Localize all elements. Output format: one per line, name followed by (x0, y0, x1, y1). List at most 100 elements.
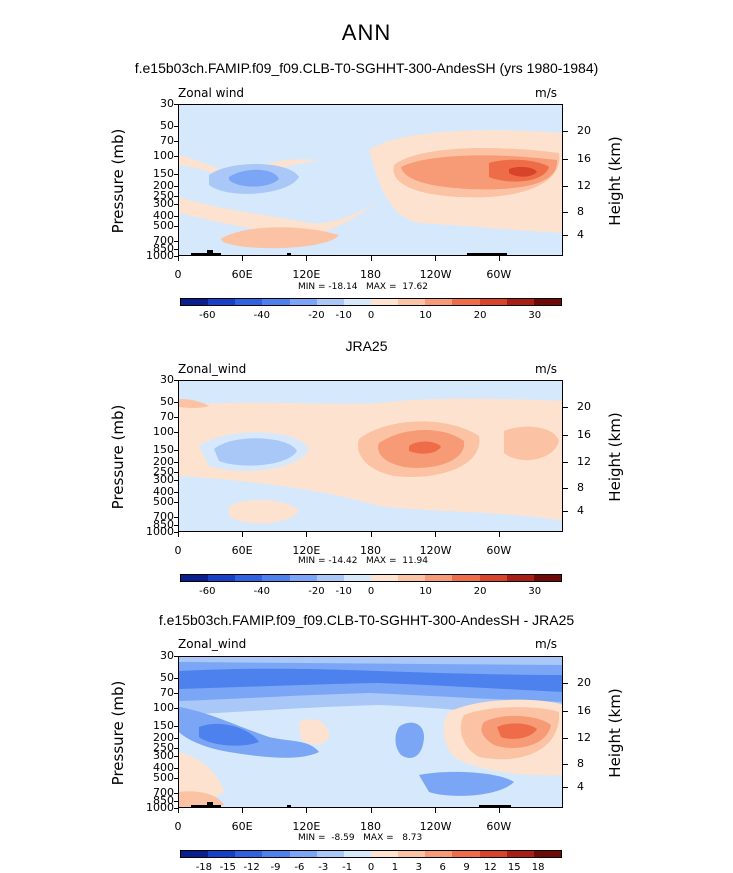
panel-1-height-tick-label: 16 (577, 151, 591, 165)
panel-1-pressure-tick (174, 216, 178, 218)
panel-2-colorbar-label: 20 (473, 586, 487, 597)
colorbar-swatch (208, 575, 236, 581)
panel-3-colorbar-label: 1 (391, 862, 399, 873)
colorbar-swatch (533, 575, 561, 581)
colorbar-swatch (316, 851, 344, 857)
panel-1-pressure-tick (174, 156, 178, 158)
panel-1-pressure-tick-label: 30 (160, 97, 174, 110)
panel-3-pressure-tick (174, 708, 178, 710)
panel-2-lon-tick (178, 532, 179, 537)
colorbar-swatch (181, 299, 209, 305)
colorbar-swatch (506, 299, 534, 305)
panel-3-pressure-tick (174, 725, 178, 727)
panel-2-field-pos6 (229, 499, 299, 524)
panel-1-lon-tick-label: 120E (292, 268, 321, 281)
panel-2-pressure-tick (174, 501, 178, 503)
panel-1-topography (191, 253, 221, 255)
panel-3-pressure-tick (174, 692, 178, 694)
panel-3-lon-tick (498, 808, 500, 813)
panel-3-lon-tick (434, 808, 436, 813)
panel-2-height-tick (563, 407, 568, 409)
colorbar-swatch (316, 299, 344, 305)
panel-3-min-max: MIN = -8.59 MAX = 8.73 (298, 833, 423, 843)
panel-3-pressure-tick (174, 755, 178, 757)
panel-3-height-tick (563, 738, 568, 740)
colorbar-swatch (181, 575, 209, 581)
panel-3-units-label: m/s (535, 637, 557, 651)
panel-2-pressure-tick-label: 250 (153, 464, 174, 478)
panel-3-pressure-tick-label: 400 (153, 761, 174, 775)
panel-1-pressure-tick-label: 300 (153, 196, 174, 210)
colorbar-swatch (289, 575, 317, 581)
colorbar-swatch (235, 851, 263, 857)
colorbar-swatch (289, 299, 317, 305)
panel-1-pressure-axis-title: Pressure (mb) (109, 128, 127, 234)
panel-1-lon-tick-label: 0 (174, 268, 182, 281)
panel-1-height-tick (563, 158, 568, 160)
panel-3-lon-tick (178, 808, 179, 813)
panel-1-field-pos-strip (179, 155, 319, 183)
panel-3-lon-tick-label: 60W (486, 820, 512, 833)
panel-2-height-tick (563, 434, 568, 436)
panel-3-topography-andes (479, 805, 511, 807)
panel-2-contours (179, 381, 562, 531)
panel-1-height-tick-label: 12 (577, 179, 591, 193)
panel-3-lon-tick-label: 180 (360, 820, 381, 833)
panel-1-field-pos2 (179, 197, 379, 235)
panel-2-lon-tick-label: 60W (486, 544, 512, 557)
panel-2-field-strat (179, 399, 209, 408)
panel-3-field-neg3 (179, 668, 562, 692)
panel-2-pressure-tick-label: 850 (153, 517, 174, 531)
panel-1-lon-tick-label: 60E (231, 268, 253, 281)
colorbar-swatch (370, 575, 399, 581)
panel-1-pressure-tick-label: 200 (153, 179, 174, 193)
colorbar-swatch (506, 575, 534, 581)
panel-3-pressure-tick-label: 50 (160, 671, 174, 685)
panel-1-pressure-tick (174, 195, 178, 197)
panel-2-height-axis-title: Height (km) (606, 412, 624, 502)
panel-2-height-tick-label: 8 (577, 480, 584, 494)
panel-2-pressure-tick (174, 524, 178, 526)
panel-3-colorbar-label: 3 (415, 862, 422, 873)
colorbar-swatch (370, 851, 399, 857)
panel-1-colorbar-label: -20 (308, 310, 325, 321)
panel-2-pressure-tick-label: 500 (153, 494, 174, 508)
panel-1-field-pos3 (219, 227, 339, 249)
panel-1-colorbar-label: -40 (253, 310, 271, 321)
panel-3-pressure-tick-label: 100 (153, 701, 174, 715)
panel-2-lon-tick (498, 532, 500, 537)
panel-1-field-weak2 (179, 215, 224, 254)
panel-2-units-label: m/s (535, 362, 557, 376)
panel-1-lon-tick (242, 256, 244, 261)
panel-3-field-neg5 (199, 723, 259, 746)
panel-3-topography-peak (207, 802, 213, 807)
panel-1-height-tick-label: 8 (577, 204, 584, 218)
panel-1-pressure-tick-label: 500 (153, 218, 174, 232)
panel-2-pressure-tick (174, 402, 178, 404)
panel-3-pressure-tick (174, 808, 178, 809)
colorbar-swatch (316, 575, 344, 581)
panel-2-pressure-tick-label: 50 (160, 395, 174, 409)
panel-3-colorbar (180, 850, 562, 858)
panel-2-plot (178, 380, 563, 532)
colorbar-swatch (262, 575, 290, 581)
panel-3-field-pos6 (179, 752, 224, 801)
panel-1-topography-andes (467, 253, 507, 255)
panel-3-colorbar-label: -9 (270, 862, 281, 873)
panel-3-height-tick-label: 4 (577, 779, 584, 793)
panel-2-lon-tick-label: 60E (231, 544, 253, 557)
panel-3-colorbar-label: 12 (484, 862, 497, 873)
panel-1-lon-tick-label: 180 (360, 268, 381, 281)
panel-2-colorbar-label: -60 (199, 586, 216, 597)
panel-2-colorbar-label: -10 (335, 586, 352, 597)
colorbar-swatch (452, 851, 480, 857)
panel-2-height-tick-label: 16 (577, 427, 591, 441)
colorbar-swatch (533, 299, 561, 305)
panel-1-pressure-tick (174, 126, 178, 128)
panel-1-field-pos7 (509, 166, 537, 177)
panel-1-contours (179, 105, 562, 255)
panel-1-height-tick-label: 4 (577, 227, 584, 241)
panel-3-lon-tick-label: 120W (419, 820, 452, 833)
colorbar-swatch (533, 851, 561, 857)
panel-2-pressure-tick (174, 479, 178, 481)
